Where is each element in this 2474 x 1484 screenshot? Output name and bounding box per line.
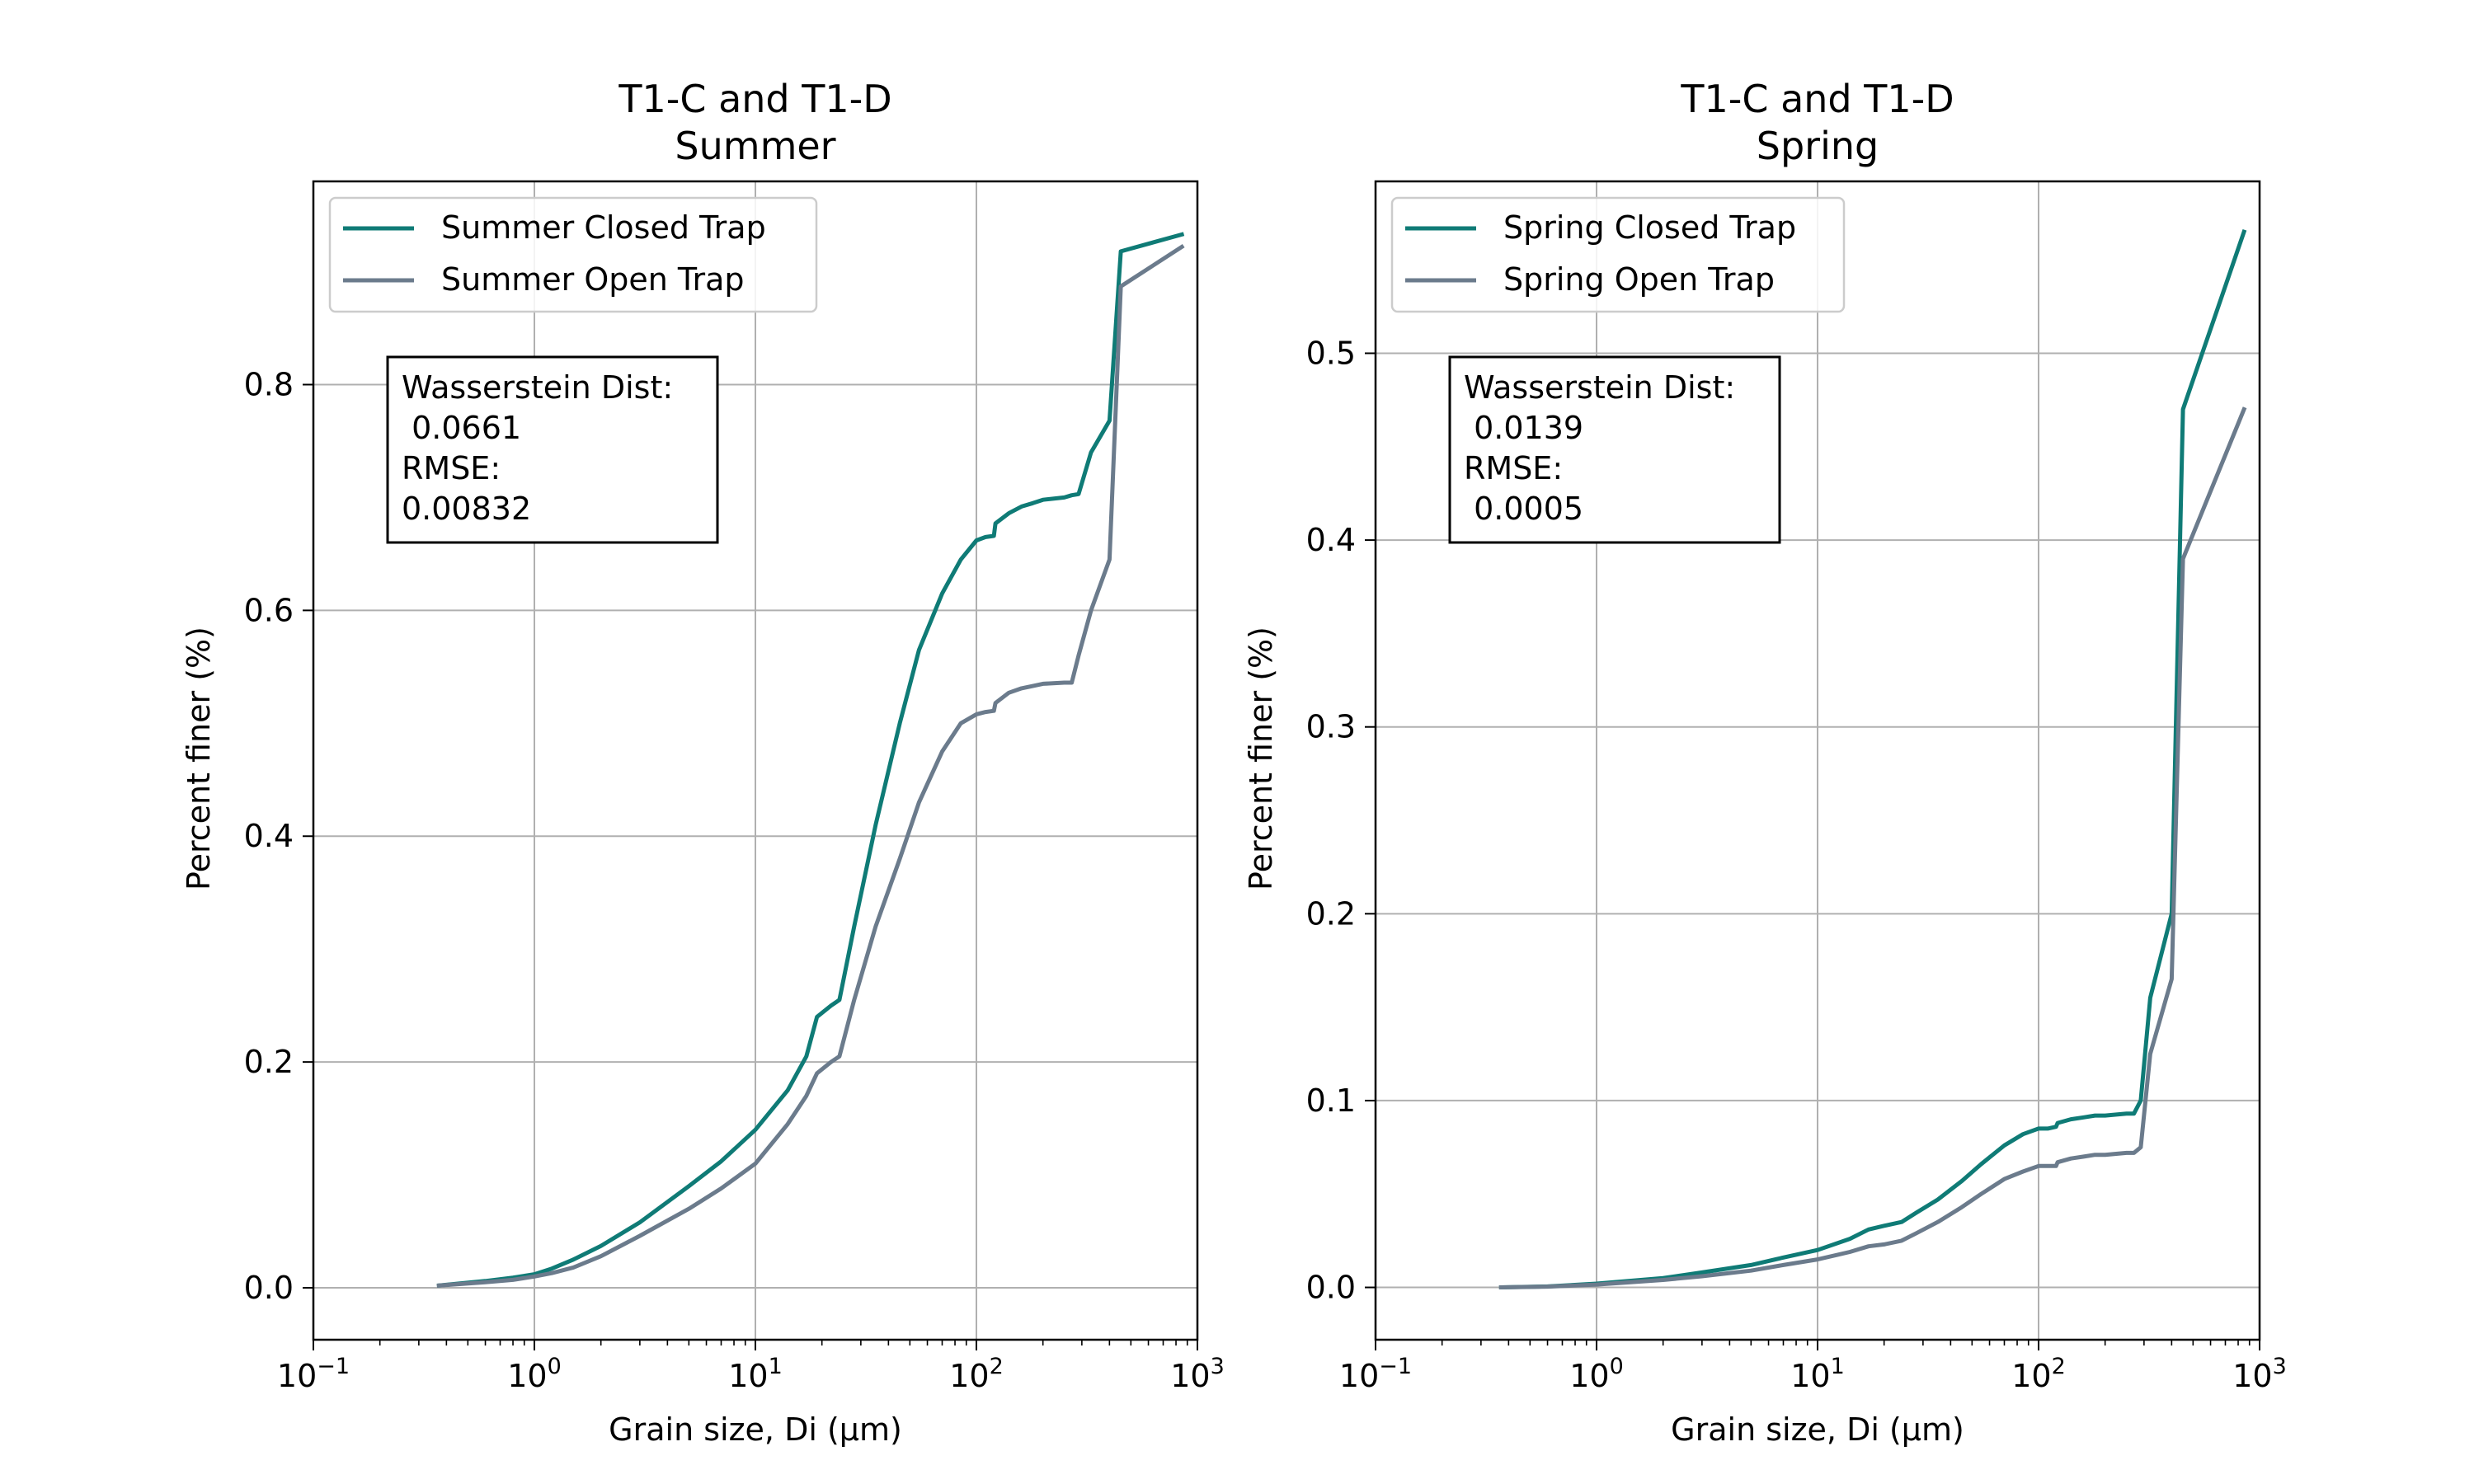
legend-box: [1390, 196, 1846, 313]
y-tick-label: 0.4: [1306, 522, 1356, 558]
annotation-line-1: Wasserstein Dist:: [402, 369, 673, 406]
y-tick-label: 0.1: [1306, 1082, 1356, 1119]
y-tick-label: 0.3: [1306, 709, 1356, 745]
x-tick-label: 10−1: [277, 1354, 350, 1394]
annotation-line-3: RMSE:: [1464, 450, 1563, 486]
axis-ticks: 10−1 100 101 102 103 0.0 0.1 0.2 0.3 0.4 0.5: [1306, 335, 2287, 1394]
annotation-line-4: 0.00832: [402, 491, 531, 527]
chart-subtitle: Summer: [675, 124, 835, 168]
series-line-summer-closed-trap: [436, 232, 1185, 1289]
x-tick-label: 101: [1790, 1354, 1845, 1394]
annotation-line-2: 0.0661: [402, 410, 521, 446]
legend-label-spring-closed-trap: Spring Closed Trap: [1503, 209, 1796, 246]
axis-ticks: 10−1 100 101 102 103 0.0 0.2 0.4 0.6 0.8: [244, 366, 1225, 1394]
x-tick-label: 101: [728, 1354, 783, 1394]
chart-title: T1-C and T1-D: [618, 77, 891, 121]
x-tick-label: 102: [2011, 1354, 2066, 1394]
series-line-spring-open-trap: [1498, 406, 2247, 1290]
annotation-box: [1448, 355, 1781, 544]
y-tick-label: 0.8: [244, 366, 294, 402]
y-tick-label: 0.5: [1306, 335, 1356, 371]
series-line-spring-closed-trap: [1498, 229, 2247, 1290]
chart-subtitle: Spring: [1757, 124, 1879, 168]
x-axis-label: Grain size, Di (μm): [1671, 1411, 1964, 1448]
x-tick-label: 103: [1170, 1354, 1225, 1394]
chart-summer: T1-C and T1-D Summer Percent finer (%) G…: [181, 77, 1225, 1448]
y-axis-label: Percent finer (%): [181, 627, 217, 890]
legend-label-spring-open-trap: Spring Open Trap: [1503, 261, 1775, 298]
annotation-line-4: 0.0005: [1464, 491, 1583, 527]
annotation-box: [386, 355, 719, 544]
legend: Spring Closed Trap Spring Open Trap: [1390, 196, 1846, 313]
legend-box: [328, 196, 818, 313]
annotation-line-2: 0.0139: [1464, 410, 1583, 446]
annotation-line-1: Wasserstein Dist:: [1464, 369, 1735, 406]
grid: [313, 181, 1198, 1340]
stats-annotation: Wasserstein Dist: 0.0139 RMSE: 0.0005: [1448, 355, 1781, 544]
x-tick-label: 100: [507, 1354, 562, 1394]
y-axis-label: Percent finer (%): [1243, 627, 1279, 890]
y-tick-label: 0.2: [1306, 895, 1356, 932]
x-tick-label: 103: [2232, 1354, 2287, 1394]
x-tick-label: 102: [949, 1354, 1004, 1394]
x-tick-label: 10−1: [1339, 1354, 1412, 1394]
stats-annotation: Wasserstein Dist: 0.0661 RMSE: 0.00832: [386, 355, 719, 544]
plot-lines: [1498, 229, 2247, 1290]
chart-title: T1-C and T1-D: [1680, 77, 1954, 121]
legend-label-summer-open-trap: Summer Open Trap: [441, 261, 745, 298]
y-tick-label: 0.0: [244, 1270, 294, 1306]
series-line-summer-open-trap: [436, 243, 1185, 1288]
x-tick-label: 100: [1569, 1354, 1624, 1394]
chart-spring: T1-C and T1-D Spring Percent finer (%) G…: [1243, 77, 2287, 1448]
y-tick-label: 0.4: [244, 818, 294, 854]
plot-lines: [436, 232, 1185, 1289]
y-tick-label: 0.2: [244, 1044, 294, 1080]
y-tick-label: 0.6: [244, 592, 294, 628]
annotation-line-3: RMSE:: [402, 450, 501, 486]
y-tick-label: 0.0: [1306, 1270, 1356, 1306]
legend-label-summer-closed-trap: Summer Closed Trap: [441, 209, 766, 246]
x-axis-label: Grain size, Di (μm): [609, 1411, 902, 1448]
legend: Summer Closed Trap Summer Open Trap: [328, 196, 818, 313]
